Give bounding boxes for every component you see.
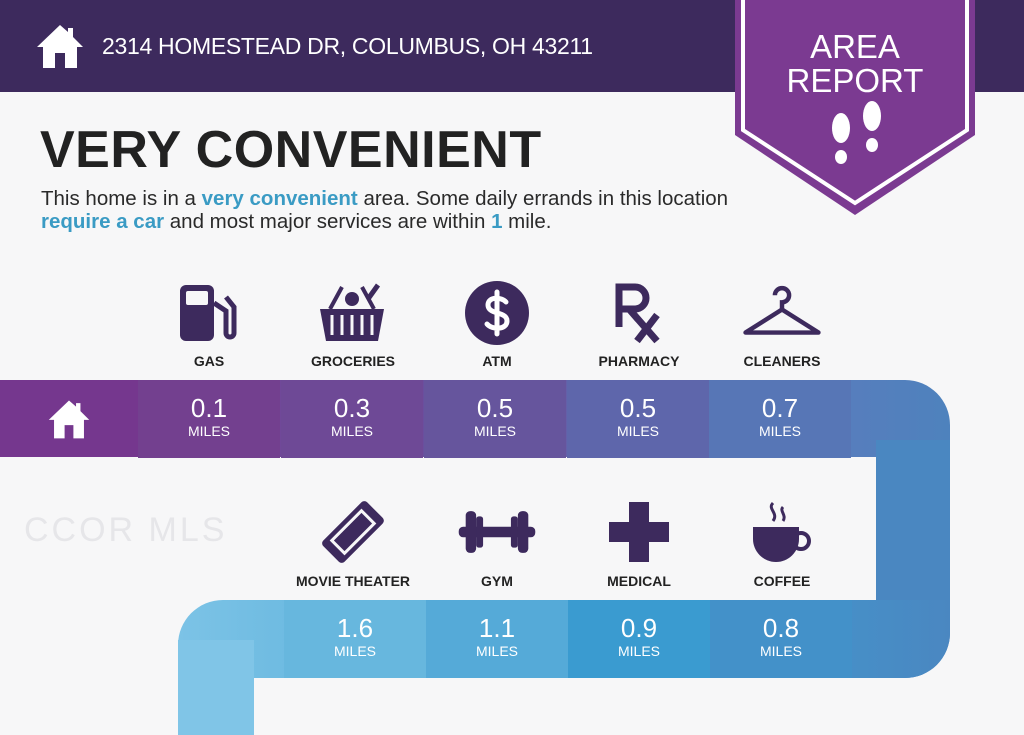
distance-unit: MILES xyxy=(333,643,376,659)
distance-value: 0.3 xyxy=(333,393,371,423)
amenity-label-movie-theater: MOVIE THEATER xyxy=(295,573,411,589)
distance-cell-atm: 0.5 MILES xyxy=(424,380,566,458)
watermark: CCOR MLS xyxy=(24,511,228,549)
distance-value: 0.5 xyxy=(619,393,657,423)
distance-unit: MILES xyxy=(187,423,230,439)
distance-unit: MILES xyxy=(617,643,660,659)
distance-unit: MILES xyxy=(759,643,802,659)
route-corner xyxy=(254,678,304,735)
area-report-title: AREA REPORT xyxy=(735,30,975,98)
grocery-basket-icon xyxy=(313,278,393,348)
hanger-icon xyxy=(742,278,822,348)
dumbbell-icon xyxy=(457,497,537,567)
badge-line-1: AREA xyxy=(810,28,900,65)
distance-unit: MILES xyxy=(616,423,659,439)
distance-unit: MILES xyxy=(475,643,518,659)
distance-cell-gas: 0.1 MILES xyxy=(138,380,280,458)
route-inner-corner xyxy=(830,457,876,600)
footprints-icon xyxy=(832,101,881,164)
distance-cell-gym: 1.1 MILES xyxy=(426,600,568,678)
home-start-cell xyxy=(0,380,138,457)
amenity-label-medical: MEDICAL xyxy=(607,573,671,589)
distance-unit: MILES xyxy=(758,423,801,439)
medical-cross-icon xyxy=(599,497,679,567)
amenity-label-groceries: GROCERIES xyxy=(310,353,395,369)
rx-icon xyxy=(599,278,679,348)
badge-line-2: REPORT xyxy=(786,62,924,99)
convenience-rating-title: VERY CONVENIENT xyxy=(40,121,542,179)
distance-cell-movie-theater: 1.6 MILES xyxy=(284,600,426,678)
distance-cell-cleaners: 0.7 MILES xyxy=(709,380,851,458)
area-report-badge xyxy=(735,0,975,215)
convenience-description: This home is in a very convenient area. … xyxy=(41,187,729,233)
amenity-label-atm: ATM xyxy=(482,353,512,369)
route-left-segment xyxy=(178,640,254,735)
coffee-cup-icon xyxy=(742,497,822,567)
distance-unit: MILES xyxy=(473,423,516,439)
distance-unit: MILES xyxy=(330,423,373,439)
amenity-label-coffee: COFFEE xyxy=(753,573,811,589)
amenity-label-gym: GYM xyxy=(481,573,513,589)
distance-value: 0.7 xyxy=(761,393,799,423)
distance-value: 1.6 xyxy=(336,613,374,643)
gas-pump-icon xyxy=(169,278,249,348)
amenity-label-cleaners: CLEANERS xyxy=(743,353,821,369)
home-icon xyxy=(37,25,83,68)
property-address: 2314 HOMESTEAD DR, COLUMBUS, OH 43211 xyxy=(102,33,593,59)
distance-value: 1.1 xyxy=(478,613,516,643)
amenity-label-pharmacy: PHARMACY xyxy=(598,353,680,369)
distance-cell-coffee: 0.8 MILES xyxy=(710,600,852,678)
dollar-icon xyxy=(457,278,537,348)
ticket-icon xyxy=(313,497,393,567)
home-icon xyxy=(48,400,90,438)
distance-cell-pharmacy: 0.5 MILES xyxy=(567,380,709,458)
distance-value: 0.9 xyxy=(620,613,658,643)
distance-value: 0.5 xyxy=(476,393,514,423)
distance-cell-medical: 0.9 MILES xyxy=(568,600,710,678)
distance-value: 0.1 xyxy=(190,393,228,423)
distance-value: 0.8 xyxy=(762,613,800,643)
amenity-label-gas: GAS xyxy=(193,353,225,369)
distance-cell-groceries: 0.3 MILES xyxy=(281,380,423,458)
